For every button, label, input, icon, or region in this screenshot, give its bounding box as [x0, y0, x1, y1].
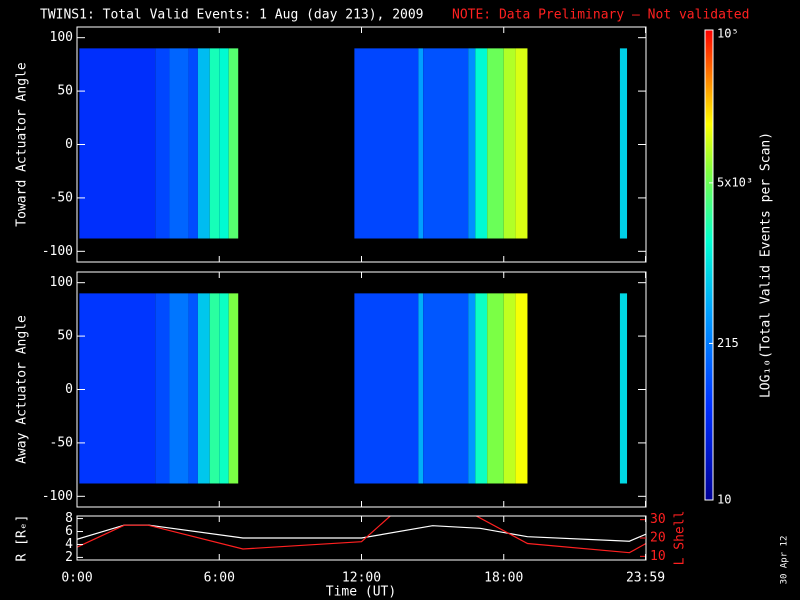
spectrogram-cell	[418, 48, 424, 239]
y-axis-label: Away Actuator Angle	[15, 315, 30, 464]
y2-axis-label: L Shell	[673, 511, 688, 566]
spectrogram-cell	[468, 293, 476, 484]
spectrogram-cell	[503, 293, 516, 484]
note: NOTE: Data Preliminary — Not validated	[452, 8, 749, 23]
y-tick-label: -50	[50, 190, 73, 205]
y-tick-label: -100	[42, 244, 73, 259]
y-axis-label: R [Rₑ]	[15, 515, 30, 562]
spectrogram-cell	[228, 293, 239, 484]
x-tick-label: 12:00	[342, 571, 381, 586]
date-stamp: 30 Apr 12	[780, 536, 790, 585]
orbit-line	[77, 524, 646, 542]
y2-tick-label: 20	[650, 531, 666, 546]
spectrogram-cell	[197, 293, 210, 484]
y-tick-label: 4	[65, 537, 73, 552]
spectrogram-cell	[228, 48, 239, 239]
spectrogram-cell	[423, 293, 469, 484]
spectrogram-cell	[169, 48, 189, 239]
spectrogram-cell	[219, 293, 229, 484]
colorbar	[704, 29, 714, 501]
y-tick-label: 50	[57, 84, 73, 99]
spectrogram-cell	[418, 293, 424, 484]
spectrogram-cell	[619, 293, 628, 484]
colorbar-label: LOG₁₀(Total Valid Events per Scan)	[759, 132, 774, 398]
spectrogram-cell	[354, 48, 419, 239]
colorbar-tick-label: 10⁵	[717, 27, 739, 41]
y-tick-label: 0	[65, 137, 73, 152]
spectrogram-cell	[209, 48, 220, 239]
spectrogram-cell	[188, 293, 198, 484]
y-tick-label: 0	[65, 382, 73, 397]
spectrogram-cell	[197, 48, 210, 239]
spectrogram-cell	[468, 48, 476, 239]
spectrogram-cell	[169, 293, 189, 484]
spectrogram-cell	[188, 48, 198, 239]
spectrogram-cell	[354, 293, 419, 484]
colorbar-tick-label: 5x10³	[717, 175, 753, 189]
colorbar-tick-label: 215	[717, 336, 739, 350]
x-axis-label: Time (UT)	[326, 585, 396, 600]
spectrogram-cell	[503, 48, 516, 239]
chart-title: TWINS1: Total Valid Events: 1 Aug (day 2…	[40, 8, 424, 23]
spectrogram-cell	[209, 293, 220, 484]
spectrogram-cell	[79, 48, 156, 239]
spectrogram-cell	[155, 48, 170, 239]
spectrogram-cell	[475, 48, 488, 239]
spectrogram-cell	[155, 293, 170, 484]
y-tick-label: -100	[42, 489, 73, 504]
y-tick-label: -50	[50, 435, 73, 450]
x-tick-label: 0:00	[61, 571, 92, 586]
spectrogram-cell	[487, 293, 504, 484]
y-tick-label: 8	[65, 511, 73, 526]
y-tick-label: 2	[65, 550, 73, 565]
y2-tick-label: 10	[650, 549, 666, 564]
spectrogram-cell	[79, 293, 156, 484]
spectrogram-cell	[423, 48, 469, 239]
x-tick-label: 23:59	[626, 571, 665, 586]
x-tick-label: 6:00	[204, 571, 235, 586]
y-tick-label: 100	[50, 275, 73, 290]
y2-tick-label: 30	[650, 512, 666, 527]
colorbar-tick-label: 10	[717, 493, 731, 507]
spectrogram-cell	[487, 48, 504, 239]
spectrogram-cell	[515, 48, 528, 239]
y-tick-label: 100	[50, 30, 73, 45]
y-tick-label: 6	[65, 524, 73, 539]
spectrogram-cell	[475, 293, 488, 484]
x-tick-label: 18:00	[484, 571, 523, 586]
y-axis-label: Toward Actuator Angle	[15, 62, 30, 227]
spectrogram-cell	[515, 293, 528, 484]
orbit-line	[77, 516, 646, 554]
spectrogram-cell	[619, 48, 628, 239]
spectrogram-cell	[219, 48, 229, 239]
y-tick-label: 50	[57, 329, 73, 344]
